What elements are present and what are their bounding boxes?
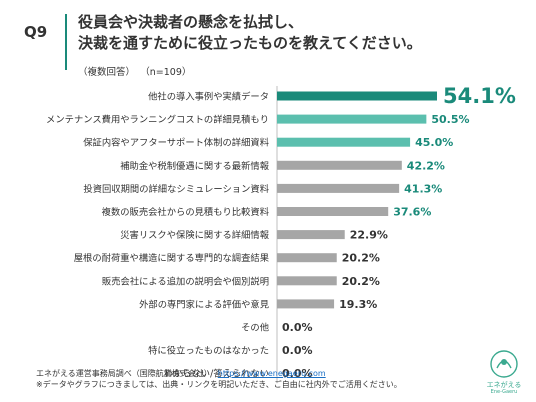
value-label: 0.0% [282, 344, 313, 357]
value-label: 0.0% [282, 321, 313, 334]
value-label: 0.0% [282, 367, 313, 380]
value-label: 20.2% [342, 275, 380, 288]
category-label: その他 [241, 322, 269, 334]
bar [277, 299, 335, 309]
category-label: 補助金や税制優遇に関する最新情報 [120, 160, 269, 172]
bar [277, 91, 437, 101]
logo-sub: Ene-Gaeru [490, 389, 518, 395]
bar [277, 114, 427, 124]
question-number: Q9 [24, 23, 48, 41]
value-label: 41.3% [404, 182, 442, 195]
value-label: 42.2% [407, 159, 445, 172]
value-label: 50.5% [431, 113, 469, 126]
title-line-1: 役員会や決裁者の懸念を払拭し、 [78, 13, 304, 31]
value-label: 37.6% [393, 206, 431, 219]
bar [277, 253, 337, 263]
category-label: 他社の導入事例や実績データ [148, 91, 269, 103]
category-label: 屋根の耐荷重や構造に関する専門的な調査結果 [74, 252, 269, 264]
value-label: 20.2% [342, 252, 380, 265]
survey-note: （複数回答） （n=109） [78, 64, 201, 78]
answer-type: （複数回答） [78, 67, 136, 78]
value-label: 22.9% [350, 229, 388, 242]
footer-disclaimer: ※データやグラフにつきましては、出典・リンクを明記いただき、ご自由に社内外でご活… [36, 380, 402, 389]
category-label: 複数の販売会社からの見積もり比較資料 [102, 206, 269, 218]
category-label: 外部の専門家による評価や意見 [139, 298, 269, 310]
category-label: 災害リスクや保険に関する詳細情報 [120, 229, 269, 241]
enegaeru-logo-icon [490, 350, 518, 378]
value-label: 19.3% [339, 298, 377, 311]
logo-name: エネがえる [486, 381, 522, 389]
category-label: 販売会社による追加の説明会や個別説明 [102, 275, 269, 287]
category-label: 投資回収期間の詳細なシミュレーション資料 [83, 183, 269, 195]
value-label: 45.0% [415, 136, 453, 149]
footer: エネがえる運営事務局調べ（国際航業株式会社） https://www.enegae… [36, 368, 402, 390]
bar [277, 183, 400, 193]
footer-source: エネがえる運営事務局調べ（国際航業株式会社） [36, 369, 212, 378]
sample-size: （n=109） [145, 67, 192, 78]
question-divider [65, 14, 67, 70]
bar [277, 137, 411, 147]
title-line-2: 決裁を通すために役立ったものを教えてください。 [78, 34, 422, 52]
bar [277, 276, 337, 286]
value-label: 54.1% [443, 84, 516, 108]
category-label: わからない/答えられない [164, 368, 269, 380]
category-label: メンテナンス費用やランニングコストの詳細見積もり [46, 114, 269, 126]
chart-title: 役員会や決裁者の懸念を払拭し、 決裁を通すために役立ったものを教えてください。 [78, 12, 518, 54]
footer-link[interactable]: https://www.enegaeru.com [217, 369, 326, 378]
bar [277, 207, 389, 216]
category-label: 特に役立ったものはなかった [148, 345, 269, 357]
bar [277, 230, 345, 240]
category-label: 保証内容やアフターサポート体制の詳細資料 [83, 137, 269, 149]
bar [277, 160, 402, 170]
